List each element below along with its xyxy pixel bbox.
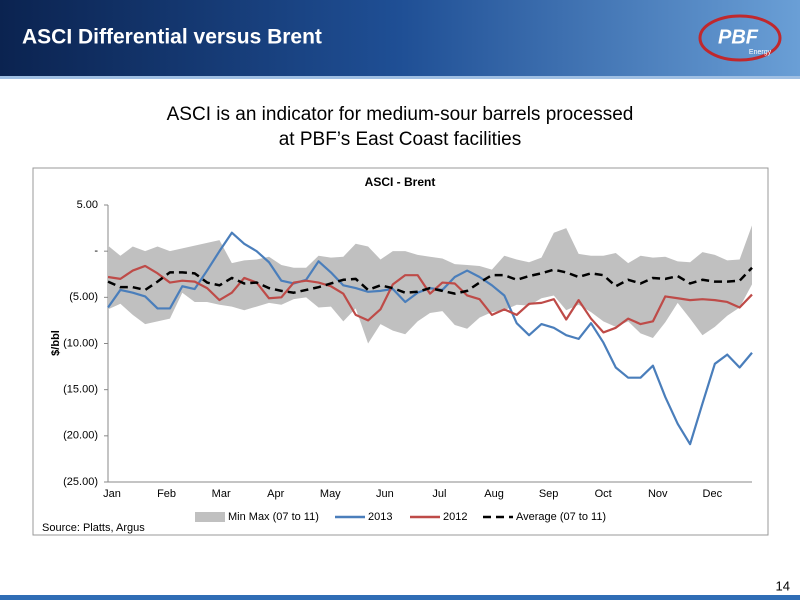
y-tick-label: (5.00) <box>69 291 98 303</box>
source-note: Source: Platts, Argus <box>42 522 145 534</box>
y-tick-label: (20.00) <box>63 430 98 442</box>
x-tick-label: Feb <box>157 488 176 500</box>
x-tick-label: Nov <box>648 488 668 500</box>
chart-title: ASCI - Brent <box>365 175 436 189</box>
series-line <box>107 266 753 295</box>
y-axis-label: $/bbl <box>50 330 62 356</box>
subtitle-line: ASCI is an indicator for medium-sour bar… <box>167 104 634 125</box>
x-tick-label: Jun <box>376 488 394 500</box>
y-tick-label: - <box>94 245 98 257</box>
x-tick-label: Oct <box>595 488 612 500</box>
x-tick-label: Jan <box>103 488 121 500</box>
chart-frame <box>32 167 769 536</box>
x-tick-label: Dec <box>703 488 723 500</box>
y-tick-label: (15.00) <box>63 384 98 396</box>
logo-ring <box>698 14 782 62</box>
legend-swatch <box>195 512 225 522</box>
legend-label: Average (07 to 11) <box>516 511 606 523</box>
x-tick-label: May <box>320 488 341 500</box>
x-tick-label: Jul <box>432 488 446 500</box>
series-line <box>107 264 753 334</box>
subtitle-line: at PBF’s East Coast facilities <box>279 129 522 150</box>
legend-label: Min Max (07 to 11) <box>228 511 319 523</box>
x-tick-label: Aug <box>484 488 504 500</box>
page-number: 14 <box>776 578 790 593</box>
y-tick-label: (25.00) <box>63 476 98 488</box>
logo-subtext: Energy <box>749 49 772 56</box>
y-tick-label: (10.00) <box>63 337 98 349</box>
y-tick-label: 5.00 <box>77 199 98 211</box>
x-tick-label: Sep <box>539 488 559 500</box>
slide-title: ASCI Differential versus Brent <box>22 26 322 49</box>
header-rule <box>0 76 800 79</box>
x-tick-label: Apr <box>267 488 284 500</box>
footer-bar <box>0 595 800 600</box>
legend-label: 2012 <box>443 511 467 523</box>
x-tick-label: Mar <box>212 488 231 500</box>
header-bar <box>0 0 800 76</box>
legend-label: 2013 <box>368 511 392 523</box>
logo-text: PBF <box>718 26 759 48</box>
min-max-band <box>108 225 752 344</box>
